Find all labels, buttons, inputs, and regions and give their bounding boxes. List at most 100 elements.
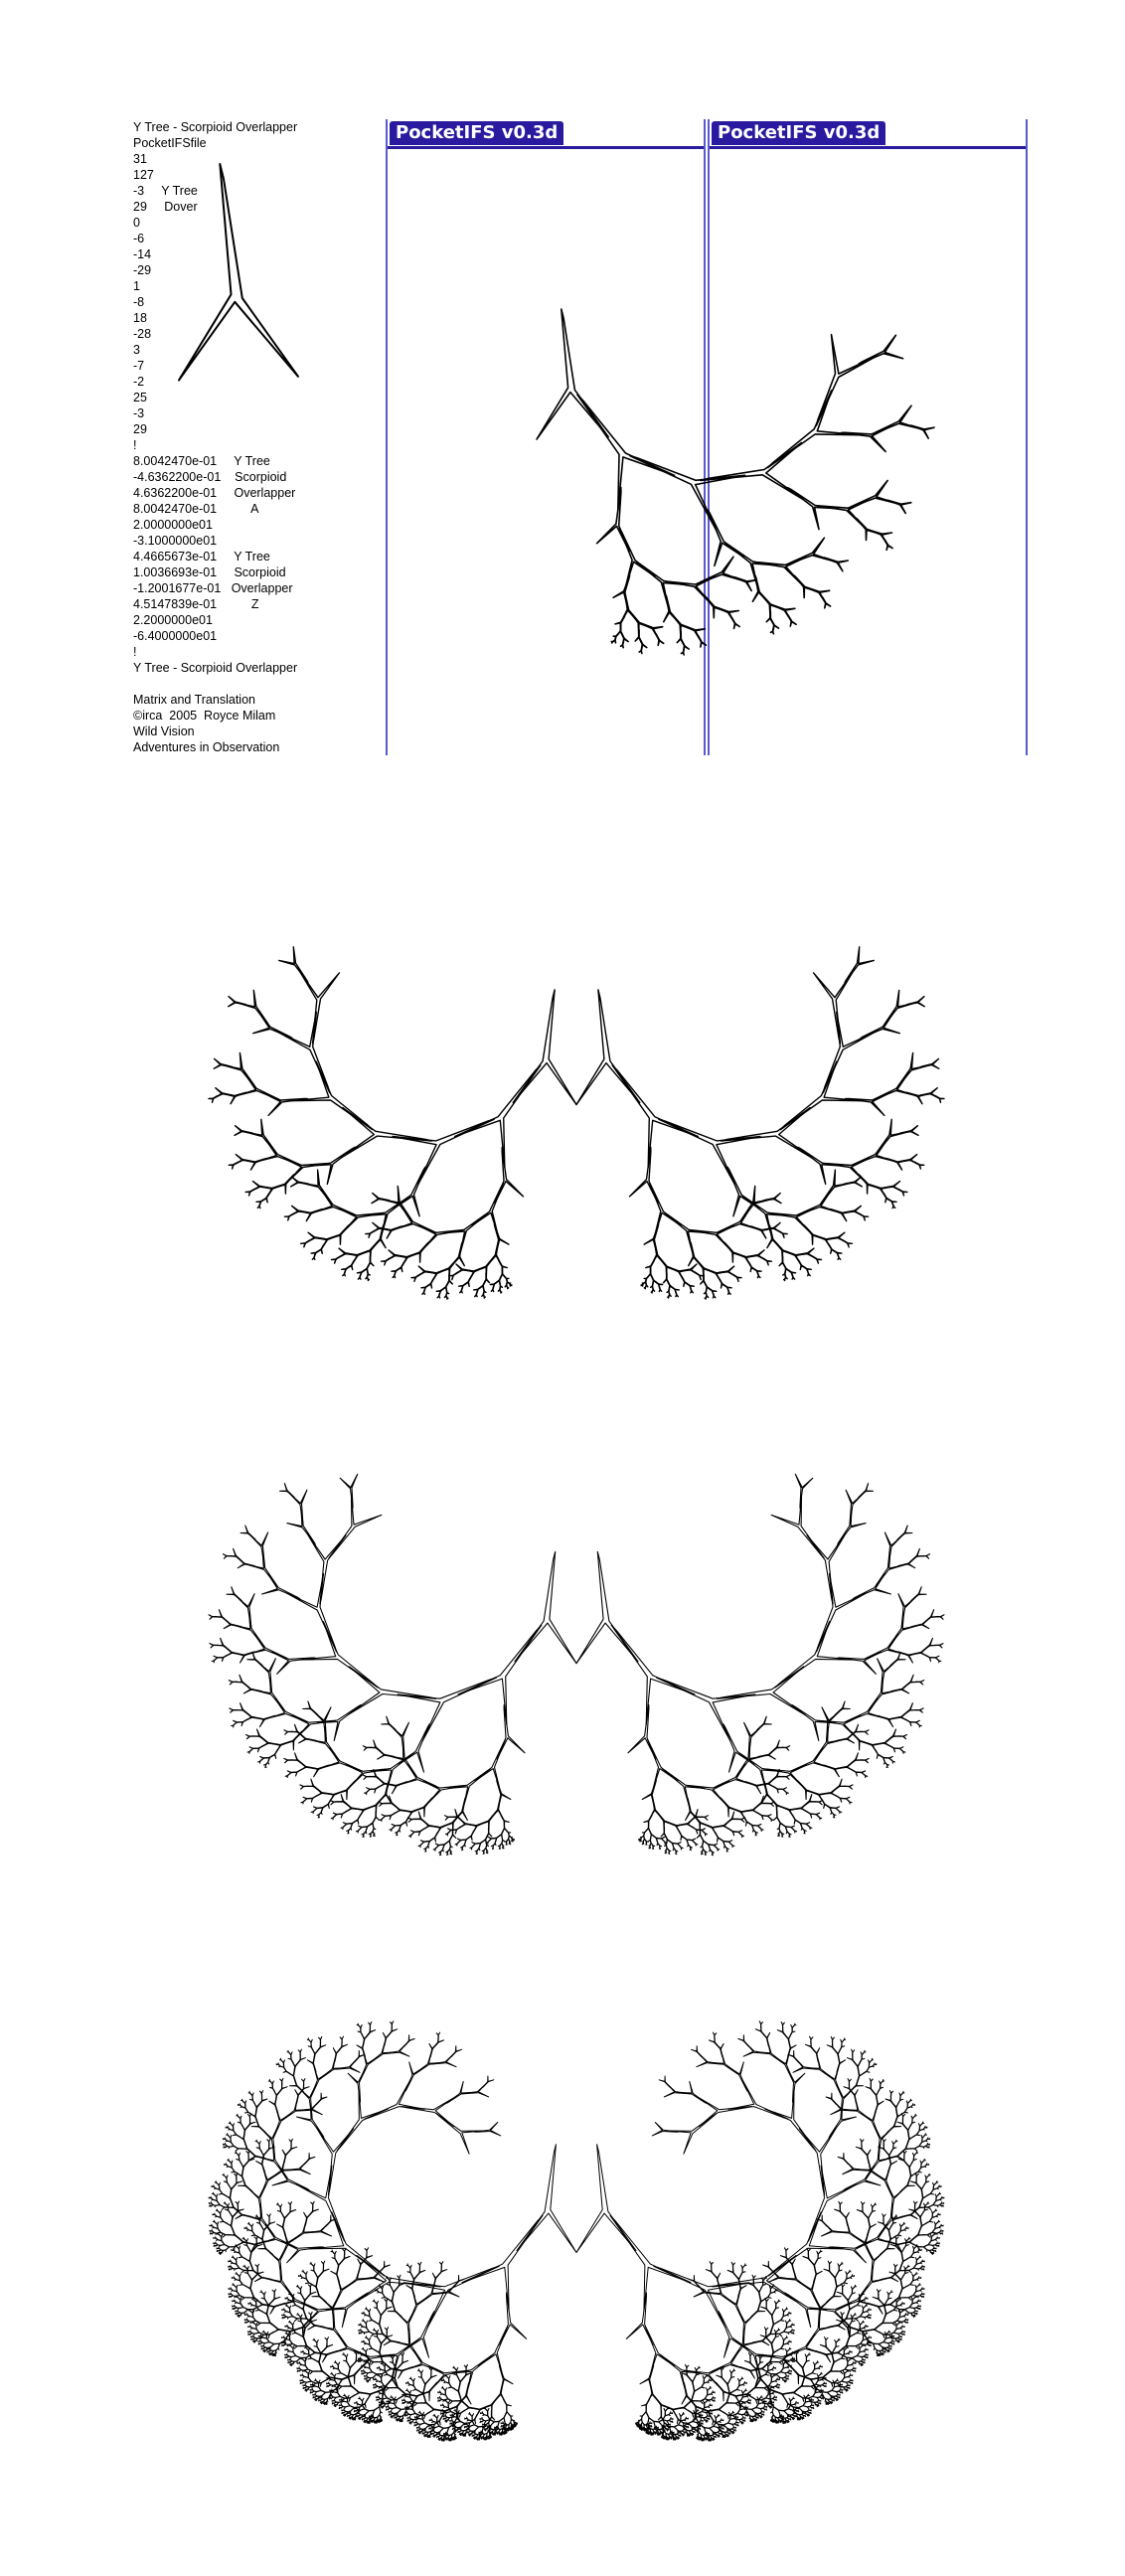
branch-stroke [762, 2414, 765, 2416]
ifs-line: -3.1000000e01 [133, 534, 218, 548]
ifs-line: -14 [133, 247, 152, 261]
branch-stroke [346, 2415, 349, 2418]
branch-stroke [359, 2050, 379, 2082]
branch-stroke [342, 1822, 353, 1828]
branch-stroke [779, 2414, 784, 2418]
branch-stroke [381, 2302, 393, 2316]
branch-stroke [913, 1161, 925, 1170]
branch-stroke [831, 1812, 837, 1818]
branch-stroke [880, 2353, 882, 2356]
branch-stroke [836, 2315, 848, 2329]
branch-stroke [440, 2379, 444, 2382]
branch-stroke [748, 2399, 751, 2402]
branch-stroke [450, 2045, 462, 2058]
branch-stroke [283, 1757, 294, 1764]
branch-stroke [772, 2395, 776, 2399]
branch-stroke [460, 1844, 465, 1850]
branch-stroke [656, 2426, 659, 2429]
branch-stroke [803, 2412, 807, 2415]
branch-stroke [388, 2411, 392, 2413]
branch-stroke [733, 2426, 737, 2429]
branch-stroke [509, 1843, 512, 1846]
branch-stroke [777, 1229, 788, 1239]
branch-stroke [404, 2411, 409, 2415]
branch-stroke [920, 1637, 938, 1653]
branch-stroke [324, 2336, 329, 2344]
branch-stroke [649, 2427, 651, 2430]
branch-stroke [315, 2126, 355, 2195]
branch-stroke [340, 1106, 433, 1159]
branch-stroke [374, 2329, 380, 2337]
branch-stroke [340, 2398, 344, 2402]
branch-stroke [214, 1086, 235, 1099]
branch-stroke [335, 2361, 341, 2369]
ifs-line: 4.5147839e-01 Z [133, 597, 259, 611]
branch-stroke [753, 2413, 758, 2417]
branch-stroke [485, 1840, 491, 1846]
branch-stroke [285, 2142, 298, 2156]
branch-stroke [213, 1655, 224, 1661]
branch-stroke [223, 2201, 228, 2205]
branch-stroke [251, 2321, 256, 2325]
branch-stroke [466, 2432, 468, 2434]
branch-stroke [641, 2398, 651, 2411]
branch-stroke [286, 1770, 297, 1776]
ifs-line: -29 [133, 263, 152, 277]
branch-stroke [430, 2433, 433, 2435]
branch-stroke [749, 2402, 751, 2405]
branch-stroke [847, 2078, 852, 2086]
branch-stroke [498, 1846, 502, 1850]
branch-stroke [884, 2351, 886, 2353]
branch-stroke [858, 2344, 863, 2352]
branch-stroke [304, 1778, 322, 1793]
branch-stroke [288, 2051, 293, 2060]
branch-stroke [378, 2260, 391, 2274]
branch-stroke [667, 1294, 670, 1299]
branch-stroke [243, 2238, 248, 2246]
branch-stroke [893, 2263, 898, 2271]
branch-stroke [727, 2411, 733, 2420]
branch-stroke [717, 1265, 736, 1277]
ifs-line: 3 [133, 343, 140, 357]
branch-stroke [918, 2123, 923, 2131]
branch-stroke [709, 2379, 713, 2382]
branch-stroke [443, 2431, 448, 2436]
branch-stroke [229, 2287, 234, 2291]
branch-stroke [789, 2312, 792, 2315]
branch-stroke [763, 2276, 768, 2280]
branch-stroke [863, 2296, 868, 2301]
branch-stroke [437, 2391, 440, 2394]
branch-stroke [341, 1264, 352, 1274]
branch-stroke [889, 2345, 892, 2347]
branch-stroke [501, 2421, 506, 2426]
branch-stroke [700, 2437, 703, 2440]
branch-stroke [357, 2352, 361, 2354]
branch-stroke [898, 2223, 904, 2231]
branch-stroke [671, 2437, 674, 2439]
branch-stroke [279, 1483, 295, 1499]
branch-stroke [253, 2299, 258, 2307]
branch-stroke [291, 2352, 301, 2358]
branch-stroke [228, 1547, 244, 1564]
branch-stroke [902, 2150, 907, 2158]
branch-stroke [211, 1658, 217, 1664]
branch-stroke [840, 2311, 845, 2320]
branch-stroke [271, 2289, 276, 2297]
branch-stroke [770, 2406, 773, 2408]
branch-stroke [786, 537, 834, 565]
branch-stroke [838, 2394, 841, 2396]
branch-stroke [774, 2301, 779, 2309]
branch-stroke [343, 2378, 359, 2392]
branch-stroke [247, 2334, 249, 2335]
branch-stroke [452, 2424, 457, 2428]
branch-stroke [450, 2413, 455, 2417]
branch-stroke [643, 2427, 646, 2430]
branch-stroke [305, 2370, 311, 2378]
branch-stroke [341, 2409, 344, 2412]
branch-stroke [417, 2395, 434, 2410]
branch-stroke [248, 2302, 253, 2306]
branch-stroke [275, 2063, 279, 2066]
branch-stroke [786, 2363, 791, 2368]
branch-stroke [830, 2395, 834, 2400]
branch-stroke [306, 2346, 311, 2355]
